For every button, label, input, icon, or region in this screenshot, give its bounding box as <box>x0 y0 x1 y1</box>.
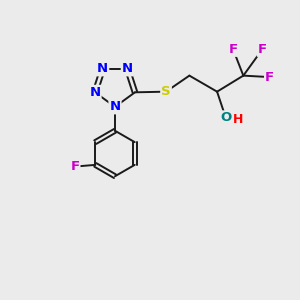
Text: N: N <box>97 62 108 75</box>
Text: F: F <box>265 70 274 84</box>
Text: H: H <box>233 113 243 126</box>
Text: F: F <box>258 43 267 56</box>
Text: F: F <box>229 43 238 56</box>
Text: N: N <box>89 86 100 99</box>
Text: N: N <box>110 100 121 113</box>
Text: F: F <box>70 160 80 173</box>
Text: O: O <box>220 111 232 124</box>
Text: S: S <box>161 85 171 98</box>
Text: N: N <box>122 62 133 75</box>
